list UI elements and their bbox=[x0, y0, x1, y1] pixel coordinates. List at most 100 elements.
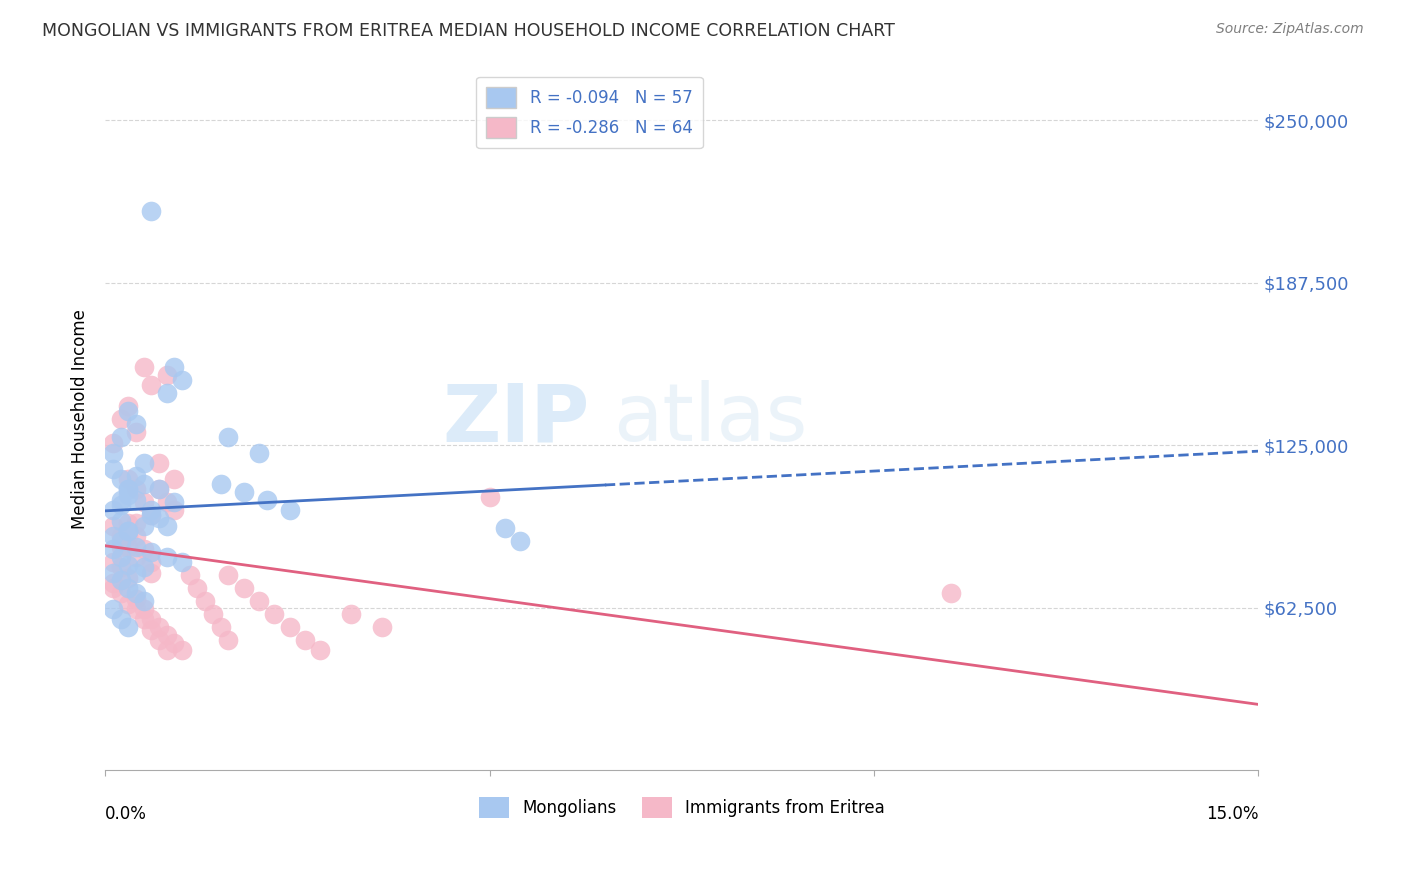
Point bbox=[172, 555, 194, 569]
Text: ZIP: ZIP bbox=[443, 380, 589, 458]
Point bbox=[163, 360, 186, 375]
Point bbox=[101, 581, 124, 595]
Point bbox=[186, 581, 208, 595]
Point bbox=[101, 555, 124, 569]
Point bbox=[110, 514, 132, 528]
Point bbox=[117, 483, 139, 497]
Point bbox=[478, 490, 501, 504]
Point bbox=[117, 529, 139, 543]
Legend: Mongolians, Immigrants from Eritrea: Mongolians, Immigrants from Eritrea bbox=[472, 790, 891, 825]
Point bbox=[132, 518, 155, 533]
Point bbox=[201, 607, 224, 621]
Point bbox=[371, 620, 394, 634]
Point bbox=[125, 469, 148, 483]
Point bbox=[125, 425, 148, 440]
Point bbox=[256, 492, 278, 507]
Point bbox=[141, 508, 163, 523]
Point bbox=[117, 558, 139, 572]
Point bbox=[132, 602, 155, 616]
Point bbox=[110, 540, 132, 554]
Point bbox=[132, 612, 155, 626]
Point bbox=[117, 483, 139, 497]
Point bbox=[125, 540, 148, 554]
Point bbox=[939, 586, 962, 600]
Point bbox=[117, 620, 139, 634]
Point bbox=[117, 524, 139, 538]
Point bbox=[141, 503, 163, 517]
Point bbox=[125, 586, 148, 600]
Point bbox=[110, 412, 132, 426]
Point bbox=[101, 576, 124, 591]
Point bbox=[132, 457, 155, 471]
Point bbox=[110, 498, 132, 512]
Point bbox=[101, 446, 124, 460]
Point bbox=[125, 529, 148, 543]
Point bbox=[217, 568, 239, 582]
Point bbox=[232, 485, 254, 500]
Text: 15.0%: 15.0% bbox=[1206, 805, 1258, 823]
Point bbox=[148, 483, 170, 497]
Point bbox=[340, 607, 363, 621]
Point bbox=[110, 430, 132, 444]
Point bbox=[179, 568, 201, 582]
Point bbox=[156, 495, 179, 509]
Text: Source: ZipAtlas.com: Source: ZipAtlas.com bbox=[1216, 22, 1364, 37]
Point bbox=[132, 542, 155, 557]
Point bbox=[117, 524, 139, 538]
Point bbox=[101, 566, 124, 580]
Point bbox=[125, 516, 148, 531]
Point bbox=[156, 368, 179, 383]
Point bbox=[117, 581, 139, 595]
Point bbox=[101, 518, 124, 533]
Point bbox=[101, 503, 124, 517]
Point bbox=[117, 399, 139, 413]
Point bbox=[156, 549, 179, 564]
Point bbox=[156, 628, 179, 642]
Point bbox=[148, 511, 170, 525]
Point bbox=[132, 495, 155, 509]
Point bbox=[125, 591, 148, 606]
Point bbox=[217, 633, 239, 648]
Point bbox=[101, 461, 124, 475]
Point bbox=[141, 204, 163, 219]
Text: MONGOLIAN VS IMMIGRANTS FROM ERITREA MEDIAN HOUSEHOLD INCOME CORRELATION CHART: MONGOLIAN VS IMMIGRANTS FROM ERITREA MED… bbox=[42, 22, 896, 40]
Point bbox=[110, 549, 132, 564]
Point bbox=[125, 483, 148, 497]
Point bbox=[172, 643, 194, 657]
Point bbox=[141, 555, 163, 569]
Point bbox=[132, 594, 155, 608]
Point bbox=[278, 620, 301, 634]
Point bbox=[163, 472, 186, 486]
Point bbox=[232, 581, 254, 595]
Point bbox=[148, 483, 170, 497]
Point bbox=[132, 360, 155, 375]
Point bbox=[110, 560, 132, 574]
Point bbox=[110, 492, 132, 507]
Point bbox=[110, 612, 132, 626]
Point bbox=[494, 521, 516, 535]
Point bbox=[110, 586, 132, 600]
Point bbox=[117, 571, 139, 585]
Point bbox=[141, 545, 163, 559]
Point bbox=[101, 529, 124, 543]
Point bbox=[141, 508, 163, 523]
Point bbox=[148, 620, 170, 634]
Point bbox=[141, 623, 163, 637]
Point bbox=[278, 503, 301, 517]
Point bbox=[117, 487, 139, 501]
Point bbox=[125, 417, 148, 432]
Point bbox=[156, 518, 179, 533]
Point bbox=[110, 574, 132, 588]
Point bbox=[117, 540, 139, 554]
Point bbox=[117, 404, 139, 418]
Point bbox=[125, 549, 148, 564]
Text: 0.0%: 0.0% bbox=[105, 805, 148, 823]
Point bbox=[156, 643, 179, 657]
Point bbox=[163, 503, 186, 517]
Point bbox=[132, 560, 155, 574]
Point bbox=[148, 633, 170, 648]
Point bbox=[172, 373, 194, 387]
Point bbox=[125, 492, 148, 507]
Point bbox=[247, 446, 270, 460]
Point bbox=[163, 636, 186, 650]
